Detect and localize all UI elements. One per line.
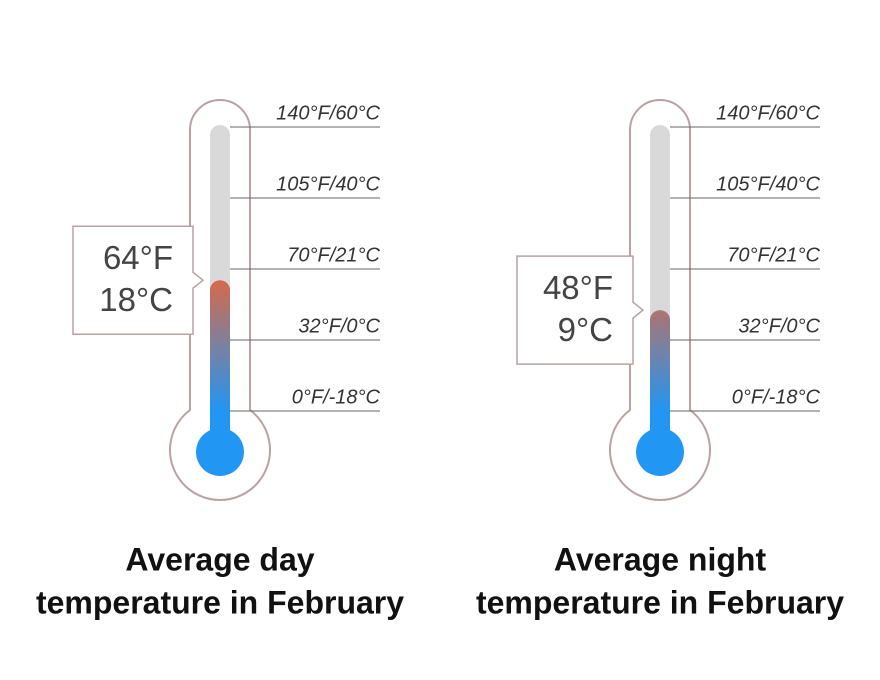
mercury — [650, 310, 670, 452]
value-label-c: 9°C — [558, 311, 613, 348]
value-callout — [516, 255, 645, 365]
tick-label: 0°F/-18°C — [292, 386, 381, 408]
bulb — [636, 428, 684, 476]
chart-title: Average night — [554, 541, 767, 577]
value-label-c: 18°C — [99, 281, 173, 318]
tick-label: 140°F/60°C — [276, 102, 380, 124]
chart-title: Average day — [125, 541, 314, 577]
value-label-f: 64°F — [103, 239, 173, 276]
tick-label: 105°F/40°C — [716, 173, 820, 195]
tick-label: 140°F/60°C — [716, 102, 820, 124]
tick-label: 32°F/0°C — [298, 315, 380, 337]
mercury — [210, 280, 230, 452]
tick-label: 70°F/21°C — [727, 244, 820, 266]
tick-label: 32°F/0°C — [738, 315, 820, 337]
chart-title: temperature in February — [36, 584, 404, 620]
chart-title: temperature in February — [476, 584, 844, 620]
tick-label: 105°F/40°C — [276, 173, 380, 195]
value-label-f: 48°F — [543, 269, 613, 306]
tick-label: 70°F/21°C — [287, 244, 380, 266]
tick-label: 0°F/-18°C — [732, 386, 821, 408]
value-callout — [72, 225, 205, 335]
bulb — [196, 428, 244, 476]
